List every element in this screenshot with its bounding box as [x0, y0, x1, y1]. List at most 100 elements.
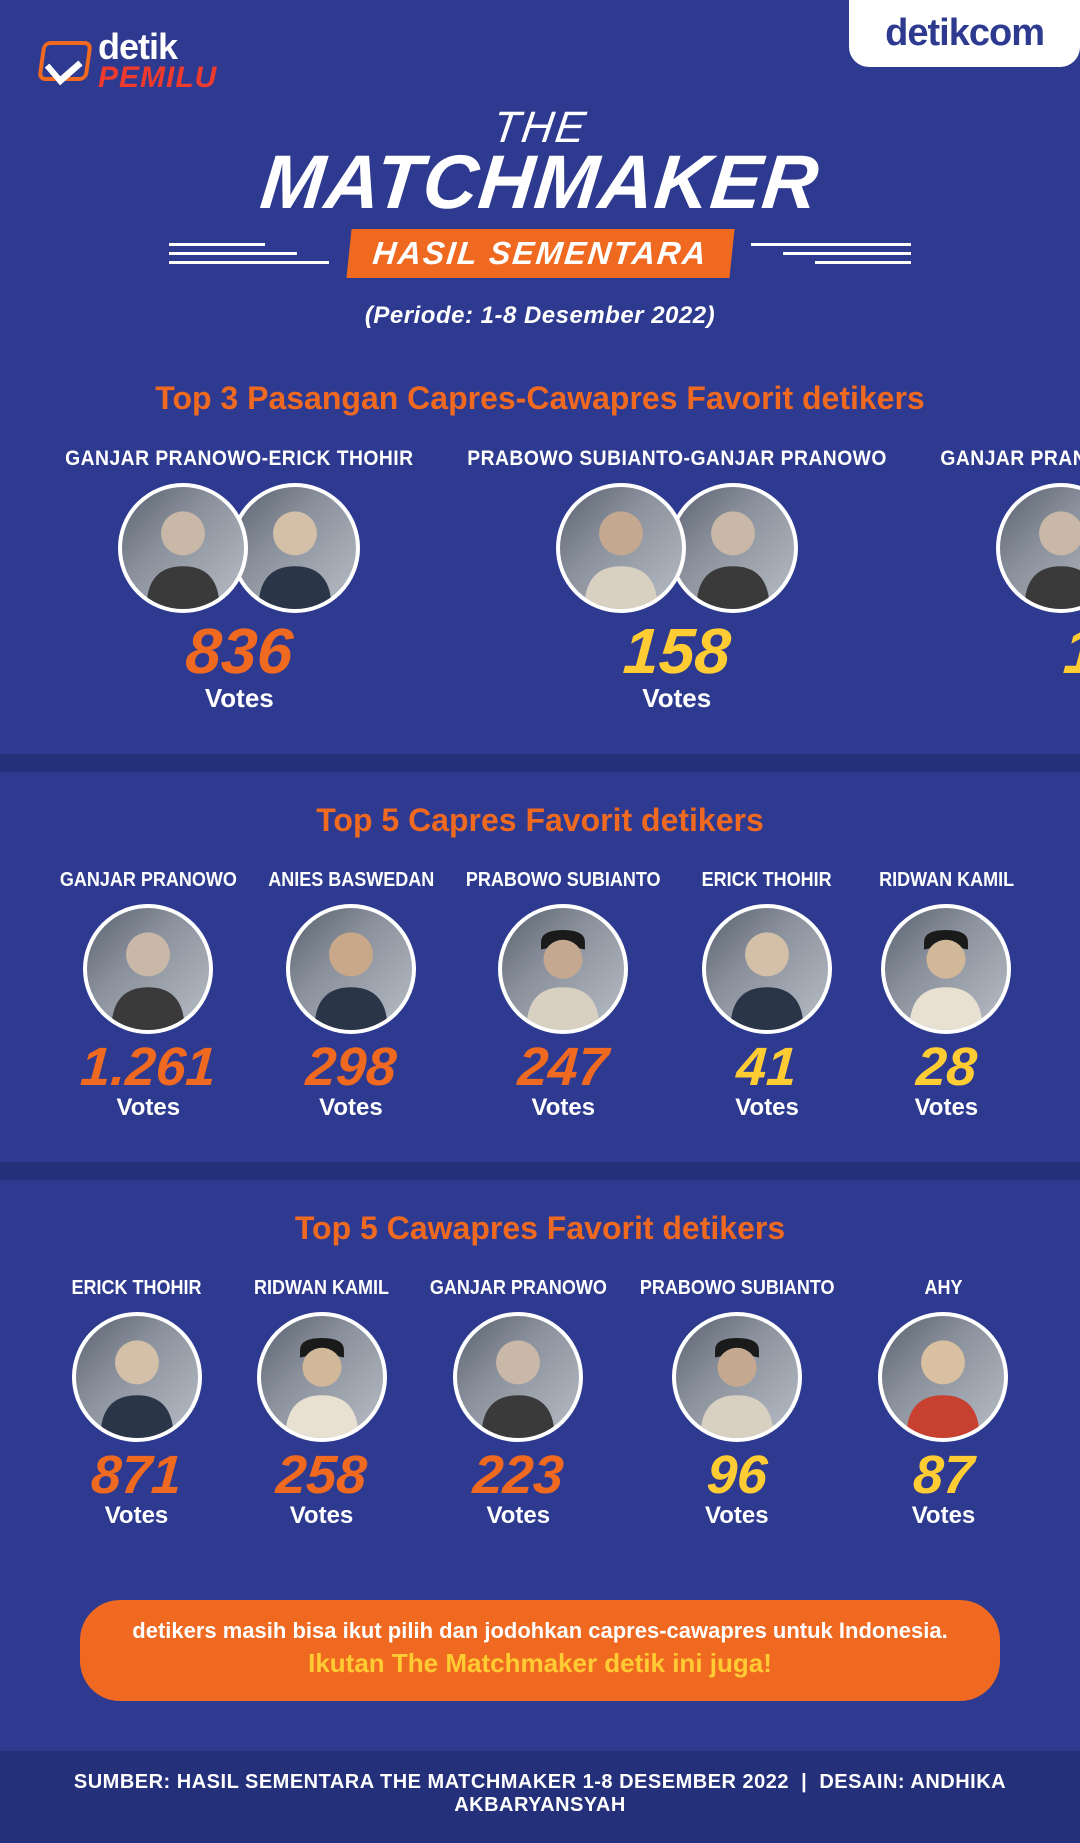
vote-number: 41: [682, 1040, 853, 1094]
single-name: GANJAR PRANOWO: [60, 869, 237, 892]
portrait-icon: [286, 904, 416, 1034]
vote-label: Votes: [420, 1502, 617, 1530]
vote-number: 28: [861, 1040, 1032, 1094]
portrait-icon: [230, 483, 360, 613]
pair-card: GANJAR PRANOWO-RIDWAN KAMIL 146 Votes: [925, 447, 1080, 714]
portrait-icon: [72, 1312, 202, 1442]
logo-line1: detik: [98, 30, 217, 64]
portrait-icon: [453, 1312, 583, 1442]
single-card: GANJAR PRANOWO 1.261 Votes: [50, 869, 247, 1122]
pair-name: PRABOWO SUBIANTO-GANJAR PRANOWO: [467, 447, 887, 471]
section-capres-title: Top 5 Capres Favorit detikers: [50, 802, 1030, 839]
pair-portraits: [50, 483, 429, 613]
single-card: PRABOWO SUBIANTO 247 Votes: [455, 869, 671, 1122]
portrait-icon: [498, 904, 628, 1034]
logo-text: detik PEMILU: [98, 30, 217, 93]
vote-number: 871: [48, 1448, 225, 1502]
vote-label: Votes: [863, 1094, 1030, 1122]
vote-number: 87: [855, 1448, 1032, 1502]
vote-number: 258: [233, 1448, 410, 1502]
vote-number: 247: [453, 1040, 673, 1094]
vote-number: 96: [627, 1448, 847, 1502]
portrait-icon: [702, 904, 832, 1034]
footer: SUMBER: HASIL SEMENTARA THE MATCHMAKER 1…: [0, 1751, 1080, 1843]
single-name: ERICK THOHIR: [692, 869, 843, 892]
section-divider: [0, 754, 1080, 772]
vote-label: Votes: [455, 1094, 671, 1122]
decor-lines-right-icon: [751, 243, 911, 264]
single-name: PRABOWO SUBIANTO: [466, 869, 661, 892]
header: detikcom detik PEMILU THE MATCHMAKER HAS…: [0, 0, 1080, 350]
section-capres: Top 5 Capres Favorit detikers GANJAR PRA…: [0, 772, 1080, 1162]
portrait-icon: [556, 483, 686, 613]
single-card: ERICK THOHIR 871 Votes: [50, 1277, 223, 1530]
single-name: PRABOWO SUBIANTO: [639, 1277, 834, 1300]
single-card: PRABOWO SUBIANTO 96 Votes: [629, 1277, 845, 1530]
brand-badge: detikcom: [849, 0, 1080, 67]
vote-number: 1.261: [48, 1040, 248, 1094]
single-name: ANIES BASWEDAN: [268, 869, 434, 892]
title-block: THE MATCHMAKER HASIL SEMENTARA (Periode:…: [40, 103, 1040, 330]
subtitle-badge: HASIL SEMENTARA: [346, 229, 734, 278]
pair-card: GANJAR PRANOWO-ERICK THOHIR 836 Votes: [50, 447, 429, 714]
section-cawapres: Top 5 Cawapres Favorit detikers ERICK TH…: [0, 1180, 1080, 1570]
single-card: GANJAR PRANOWO 223 Votes: [420, 1277, 617, 1530]
vote-number: 298: [257, 1040, 445, 1094]
single-card: ANIES BASWEDAN 298 Votes: [259, 869, 443, 1122]
checkbox-icon: [37, 41, 93, 81]
portrait-icon: [668, 483, 798, 613]
vote-label: Votes: [449, 683, 905, 714]
vote-number: 146: [923, 619, 1080, 683]
periode-text: (Periode: 1-8 Desember 2022): [40, 302, 1040, 330]
vote-label: Votes: [50, 1094, 247, 1122]
vote-label: Votes: [235, 1502, 408, 1530]
single-card: ERICK THOHIR 41 Votes: [683, 869, 850, 1122]
single-card: RIDWAN KAMIL 258 Votes: [235, 1277, 408, 1530]
portrait-icon: [257, 1312, 387, 1442]
cta-wrap: detikers masih bisa ikut pilih dan jodoh…: [0, 1570, 1080, 1751]
pair-name: GANJAR PRANOWO-RIDWAN KAMIL: [940, 447, 1080, 471]
vote-label: Votes: [259, 1094, 443, 1122]
vote-label: Votes: [683, 1094, 850, 1122]
vote-label: Votes: [925, 683, 1080, 714]
decor-lines-left-icon: [169, 243, 329, 264]
title-main: MATCHMAKER: [36, 145, 1044, 221]
cawapres-row: ERICK THOHIR 871 Votes RIDWAN KAMIL 258 …: [50, 1277, 1030, 1530]
vote-label: Votes: [629, 1502, 845, 1530]
footer-sumber-label: SUMBER:: [74, 1771, 171, 1793]
cta-line1: detikers masih bisa ikut pilih dan jodoh…: [110, 1618, 970, 1644]
vote-number: 223: [418, 1448, 618, 1502]
subtitle-row: HASIL SEMENTARA: [40, 229, 1040, 278]
section-cawapres-title: Top 5 Cawapres Favorit detikers: [50, 1210, 1030, 1247]
footer-sumber-value: HASIL SEMENTARA THE MATCHMAKER 1-8 DESEM…: [177, 1771, 789, 1793]
section-pairs: Top 3 Pasangan Capres-Cawapres Favorit d…: [0, 350, 1080, 754]
vote-number: 158: [446, 619, 907, 683]
pair-card: PRABOWO SUBIANTO-GANJAR PRANOWO 158 Vote…: [449, 447, 905, 714]
single-card: AHY 87 Votes: [857, 1277, 1030, 1530]
vote-label: Votes: [50, 1502, 223, 1530]
pair-name: GANJAR PRANOWO-ERICK THOHIR: [65, 447, 413, 471]
vote-label: Votes: [857, 1502, 1030, 1530]
pair-portraits: [449, 483, 905, 613]
cta-banner[interactable]: detikers masih bisa ikut pilih dan jodoh…: [80, 1600, 1000, 1701]
footer-desain-label: DESAIN:: [819, 1771, 905, 1793]
portrait-icon: [672, 1312, 802, 1442]
vote-number: 836: [48, 619, 431, 683]
single-name: GANJAR PRANOWO: [430, 1277, 607, 1300]
single-name: ERICK THOHIR: [59, 1277, 215, 1300]
single-name: RIDWAN KAMIL: [871, 869, 1022, 892]
single-name: RIDWAN KAMIL: [244, 1277, 400, 1300]
infographic: detikcom detik PEMILU THE MATCHMAKER HAS…: [0, 0, 1080, 1843]
single-card: RIDWAN KAMIL 28 Votes: [863, 869, 1030, 1122]
pairs-row: GANJAR PRANOWO-ERICK THOHIR 836 Votes PR…: [50, 447, 1030, 714]
single-name: AHY: [866, 1277, 1022, 1300]
portrait-icon: [83, 904, 213, 1034]
logo-line2: PEMILU: [98, 64, 217, 93]
section-divider: [0, 1162, 1080, 1180]
portrait-icon: [996, 483, 1080, 613]
portrait-icon: [118, 483, 248, 613]
section-pairs-title: Top 3 Pasangan Capres-Cawapres Favorit d…: [50, 380, 1030, 417]
vote-label: Votes: [50, 683, 429, 714]
portrait-icon: [878, 1312, 1008, 1442]
cta-line2: Ikutan The Matchmaker detik ini juga!: [110, 1648, 970, 1679]
